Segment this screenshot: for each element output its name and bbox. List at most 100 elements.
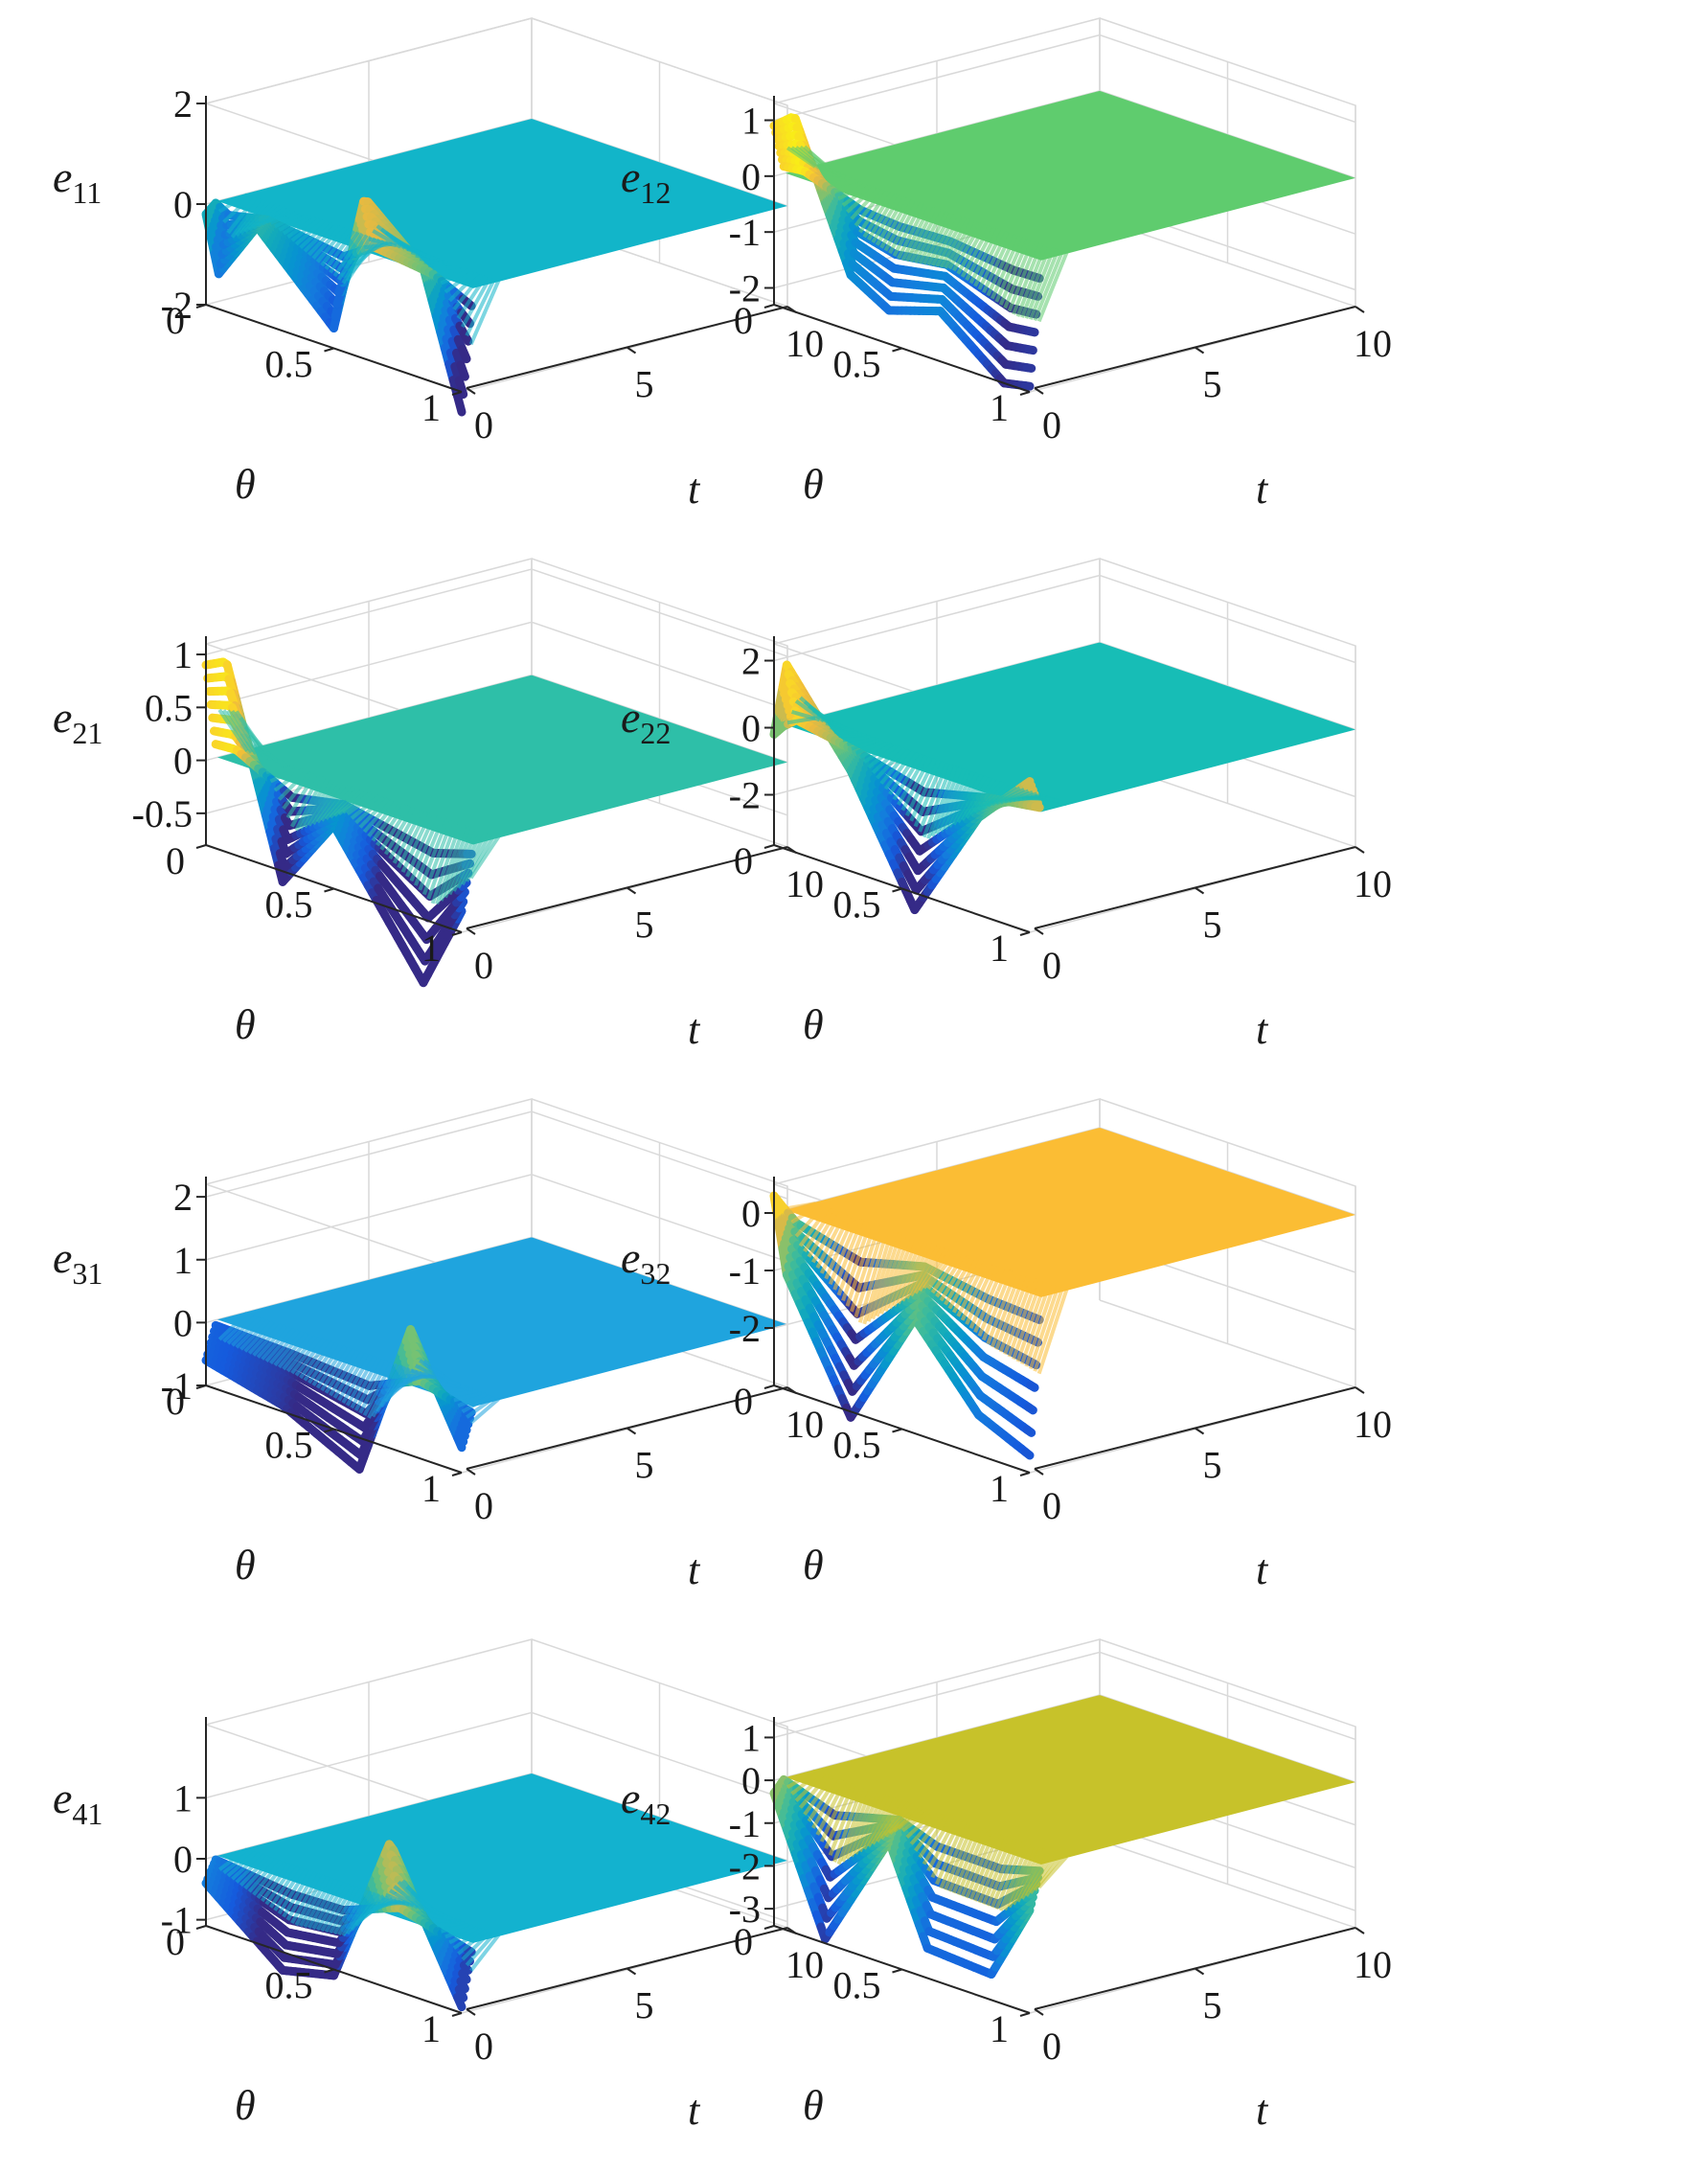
surface-transition [879, 1234, 911, 1315]
surface-transition [930, 215, 963, 267]
z-tick-label: 1 [173, 1776, 193, 1819]
surface-transition [1015, 1848, 1048, 1903]
theta-axis-label: θ [235, 461, 256, 508]
surface-transition [968, 779, 1000, 816]
z-axis-label: e41 [53, 1774, 102, 1831]
surface-transition [909, 1245, 941, 1297]
z-tick-label: -1 [729, 211, 761, 254]
surface-transition [274, 211, 304, 229]
surface-transition [837, 182, 868, 200]
surface-transition [828, 1217, 860, 1286]
z-tick-label: 0 [741, 1759, 761, 1802]
z-tick-label: 0 [173, 183, 193, 226]
surface-transition [1012, 1279, 1043, 1361]
surface-transition [264, 1327, 296, 1362]
surface-edge-segment [454, 897, 468, 913]
z-tick-label: 0 [173, 1838, 193, 1881]
surface-transition [875, 1799, 907, 1842]
surface-transition [466, 1395, 496, 1419]
surface-transition [448, 1926, 479, 1945]
surface-transition [935, 1820, 967, 1886]
surface-transition [858, 190, 890, 234]
surface-transition [303, 221, 334, 253]
surface-transition [815, 1212, 847, 1270]
t-tick-label: 10 [786, 862, 824, 905]
z-axis-label-subscript: 41 [72, 1796, 102, 1831]
surface-edge-segment [459, 1414, 473, 1429]
z-tick-label: 0 [173, 740, 193, 783]
surface-transition [341, 1889, 373, 1937]
surface-transition [935, 767, 967, 835]
surface-transition [264, 1864, 296, 1906]
surface-transition [469, 835, 501, 880]
surface-transition [371, 802, 402, 842]
surface-transition [900, 1242, 932, 1302]
surface-transition [1015, 244, 1048, 317]
surface-transition [413, 816, 445, 886]
surface-transition [956, 1828, 988, 1896]
t-tick-label: 5 [635, 1444, 654, 1487]
surface-transition [798, 1774, 830, 1809]
surface-transition [285, 1335, 317, 1373]
surface-transition [461, 1931, 492, 1961]
surface-transition [269, 767, 300, 784]
surface-transition [329, 1349, 360, 1397]
theta-tick [324, 1968, 334, 1974]
theta-tick [195, 1925, 207, 1930]
surface-transition [277, 769, 308, 801]
z-tick-label: 2 [173, 82, 193, 126]
surface-transition [883, 750, 915, 790]
surface-plateau [216, 1774, 787, 1943]
surface-transition [1037, 1855, 1069, 1889]
theta-tick [892, 347, 902, 353]
t-tick-label: 5 [1203, 1984, 1222, 2027]
surface-transition [935, 217, 967, 267]
surface-transition [353, 1359, 386, 1411]
surface-transition [337, 1352, 369, 1402]
surface-transition [441, 1922, 469, 1934]
t-tick [1194, 1967, 1205, 1976]
surface-transition [904, 758, 937, 817]
t-tick [1355, 1386, 1365, 1394]
t-tick [1355, 1927, 1365, 1934]
surface-transition [901, 1808, 932, 1833]
t-tick-label: 10 [1354, 322, 1392, 365]
surface-transition [465, 1932, 496, 1967]
z-tick-label: 2 [173, 1176, 193, 1219]
t-tick-label: 10 [786, 322, 824, 365]
surface-transition [222, 1849, 253, 1875]
surface-transition [842, 735, 872, 743]
surface-transition [871, 1798, 902, 1845]
z-tick-label: -0.5 [132, 792, 193, 835]
t-axis-label: t [1256, 1546, 1269, 1593]
surface-transition [790, 1771, 821, 1796]
theta-tick [892, 1428, 902, 1433]
theta-tick-label: 0.5 [265, 1424, 313, 1467]
t-tick [626, 886, 637, 895]
surface-transition [854, 188, 885, 227]
t-tick [1034, 387, 1044, 395]
z-axis-label-subscript: 31 [72, 1256, 102, 1291]
surface-transition [439, 825, 471, 902]
surface-transition [1012, 1846, 1043, 1906]
theta-tick-label: 0 [166, 1920, 185, 1963]
surface-transition [426, 821, 458, 900]
surface-edge-segment [1021, 381, 1035, 391]
surface-transition [320, 1883, 352, 1933]
surface-transition [883, 198, 916, 252]
surface-transition [965, 1263, 996, 1325]
z-tick-label: 1 [741, 100, 761, 143]
surface-transition [819, 1214, 852, 1274]
surface-transition [285, 1871, 317, 1921]
surface-transition [311, 1343, 343, 1386]
surface-transition [311, 225, 343, 260]
t-tick-label: 0 [474, 2025, 493, 2068]
surface-transition [1007, 241, 1039, 312]
z-tick-label: 1 [173, 633, 193, 676]
surface-transition [332, 1351, 364, 1399]
